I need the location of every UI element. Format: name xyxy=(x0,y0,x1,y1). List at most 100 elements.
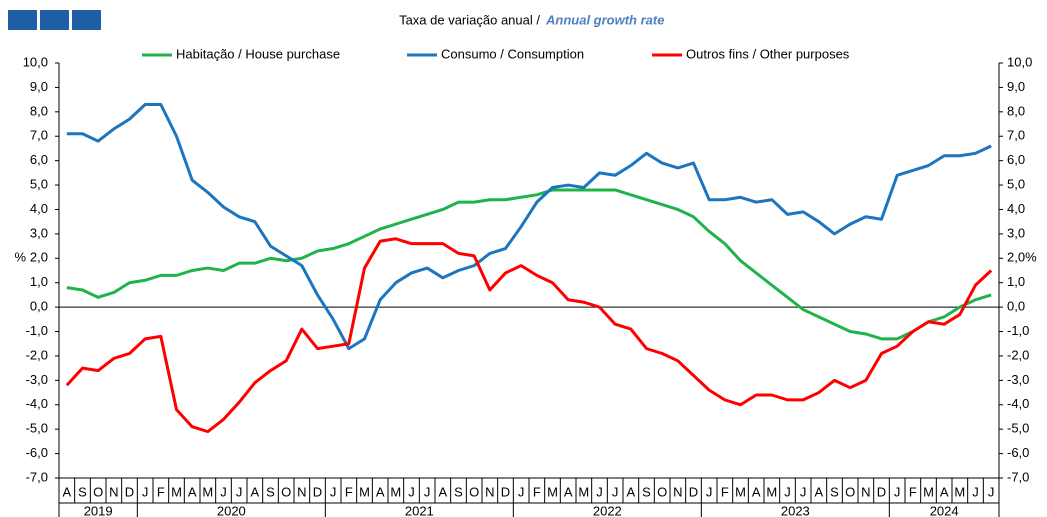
y2-tick-label: -2,0 xyxy=(1007,347,1029,362)
series-line xyxy=(66,103,992,351)
y2-tick-label: -1,0 xyxy=(1007,323,1029,338)
y2-tick-label: 10,0 xyxy=(1007,54,1032,69)
x-tick-label: A xyxy=(940,484,949,499)
x-tick-label: J xyxy=(424,484,431,499)
y-tick-label: 9,0 xyxy=(30,79,48,94)
x-tick-label: M xyxy=(547,484,558,499)
y2-tick-label: 5,0 xyxy=(1007,176,1025,191)
y-tick-label: 8,0 xyxy=(30,103,48,118)
year-label: 2023 xyxy=(781,503,810,517)
y2-tick-label: -3,0 xyxy=(1007,372,1029,387)
y2-tick-label: 4,0 xyxy=(1007,201,1025,216)
y-tick-label: 2,0 xyxy=(30,250,48,265)
x-tick-label: M xyxy=(766,484,777,499)
x-tick-label: J xyxy=(972,484,979,499)
x-tick-label: A xyxy=(438,484,447,499)
x-tick-label: A xyxy=(250,484,259,499)
x-tick-label: O xyxy=(657,484,667,499)
x-tick-label: M xyxy=(359,484,370,499)
x-tick-label: F xyxy=(909,484,917,499)
x-tick-label: N xyxy=(861,484,870,499)
y-tick-label: 7,0 xyxy=(30,128,48,143)
legend-label: Consumo / Consumption xyxy=(441,46,584,61)
x-tick-label: J xyxy=(518,484,525,499)
y2-tick-label: 1,0 xyxy=(1007,274,1025,289)
year-label: 2019 xyxy=(84,503,113,517)
year-label: 2021 xyxy=(405,503,434,517)
chart-title: Taxa de variação anual / xyxy=(399,12,540,27)
x-tick-label: F xyxy=(345,484,353,499)
x-tick-label: D xyxy=(877,484,886,499)
y-tick-label: 4,0 xyxy=(30,201,48,216)
series-line xyxy=(65,237,993,434)
y-tick-label: 5,0 xyxy=(30,176,48,191)
y2-tick-label: 7,0 xyxy=(1007,128,1025,143)
x-tick-label: D xyxy=(125,484,134,499)
x-tick-label: F xyxy=(533,484,541,499)
y2-tick-label: -7,0 xyxy=(1007,469,1029,484)
y2-tick-label: 3,0 xyxy=(1007,225,1025,240)
year-label: 2024 xyxy=(930,503,959,517)
x-tick-label: M xyxy=(735,484,746,499)
y-tick-label: -7,0 xyxy=(26,469,48,484)
x-tick-label: J xyxy=(408,484,415,499)
x-tick-label: M xyxy=(578,484,589,499)
logo-block xyxy=(40,10,69,30)
x-tick-label: A xyxy=(376,484,385,499)
y2-tick-label: 8,0 xyxy=(1007,103,1025,118)
y2-tick-label: -5,0 xyxy=(1007,421,1029,436)
x-tick-label: N xyxy=(297,484,306,499)
x-tick-label: J xyxy=(706,484,713,499)
x-tick-label: S xyxy=(642,484,651,499)
x-tick-label: J xyxy=(612,484,619,499)
x-tick-label: J xyxy=(894,484,901,499)
y-tick-label: 0,0 xyxy=(30,299,48,314)
y-tick-label: -6,0 xyxy=(26,445,48,460)
y-tick-label: 3,0 xyxy=(30,225,48,240)
x-tick-label: A xyxy=(62,484,71,499)
x-tick-label: F xyxy=(157,484,165,499)
x-tick-label: S xyxy=(454,484,463,499)
x-tick-label: J xyxy=(142,484,149,499)
x-tick-label: A xyxy=(188,484,197,499)
y-tick-label: -4,0 xyxy=(26,396,48,411)
x-tick-label: M xyxy=(954,484,965,499)
x-tick-label: J xyxy=(784,484,791,499)
x-tick-label: A xyxy=(814,484,823,499)
x-tick-label: O xyxy=(281,484,291,499)
x-tick-label: J xyxy=(800,484,807,499)
x-tick-label: J xyxy=(220,484,227,499)
x-tick-label: M xyxy=(390,484,401,499)
y2-tick-label: -6,0 xyxy=(1007,445,1029,460)
y-tick-label: 10,0 xyxy=(23,54,48,69)
y-tick-label: 1,0 xyxy=(30,274,48,289)
series-line xyxy=(66,188,992,341)
x-tick-label: A xyxy=(564,484,573,499)
x-tick-label: J xyxy=(596,484,603,499)
y-tick-label: -3,0 xyxy=(26,372,48,387)
x-tick-label: D xyxy=(689,484,698,499)
legend-label: Habitação / House purchase xyxy=(176,46,340,61)
x-tick-label: J xyxy=(330,484,337,499)
chart-title-en: Annual growth rate xyxy=(545,12,664,27)
x-tick-label: S xyxy=(78,484,87,499)
x-tick-label: A xyxy=(752,484,761,499)
logo-block xyxy=(8,10,37,30)
y2-tick-label: 0,0 xyxy=(1007,299,1025,314)
x-tick-label: F xyxy=(721,484,729,499)
x-tick-label: M xyxy=(923,484,934,499)
y-tick-label: 6,0 xyxy=(30,152,48,167)
x-tick-label: N xyxy=(673,484,682,499)
y-axis-label: % xyxy=(14,250,26,265)
x-tick-label: O xyxy=(845,484,855,499)
y2-tick-label: 2,0% xyxy=(1007,250,1037,265)
x-tick-label: M xyxy=(202,484,213,499)
year-label: 2020 xyxy=(217,503,246,517)
x-tick-label: J xyxy=(988,484,995,499)
y-tick-label: -1,0 xyxy=(26,323,48,338)
x-tick-label: A xyxy=(626,484,635,499)
y2-tick-label: 9,0 xyxy=(1007,79,1025,94)
x-tick-label: O xyxy=(93,484,103,499)
y-tick-label: -2,0 xyxy=(26,347,48,362)
